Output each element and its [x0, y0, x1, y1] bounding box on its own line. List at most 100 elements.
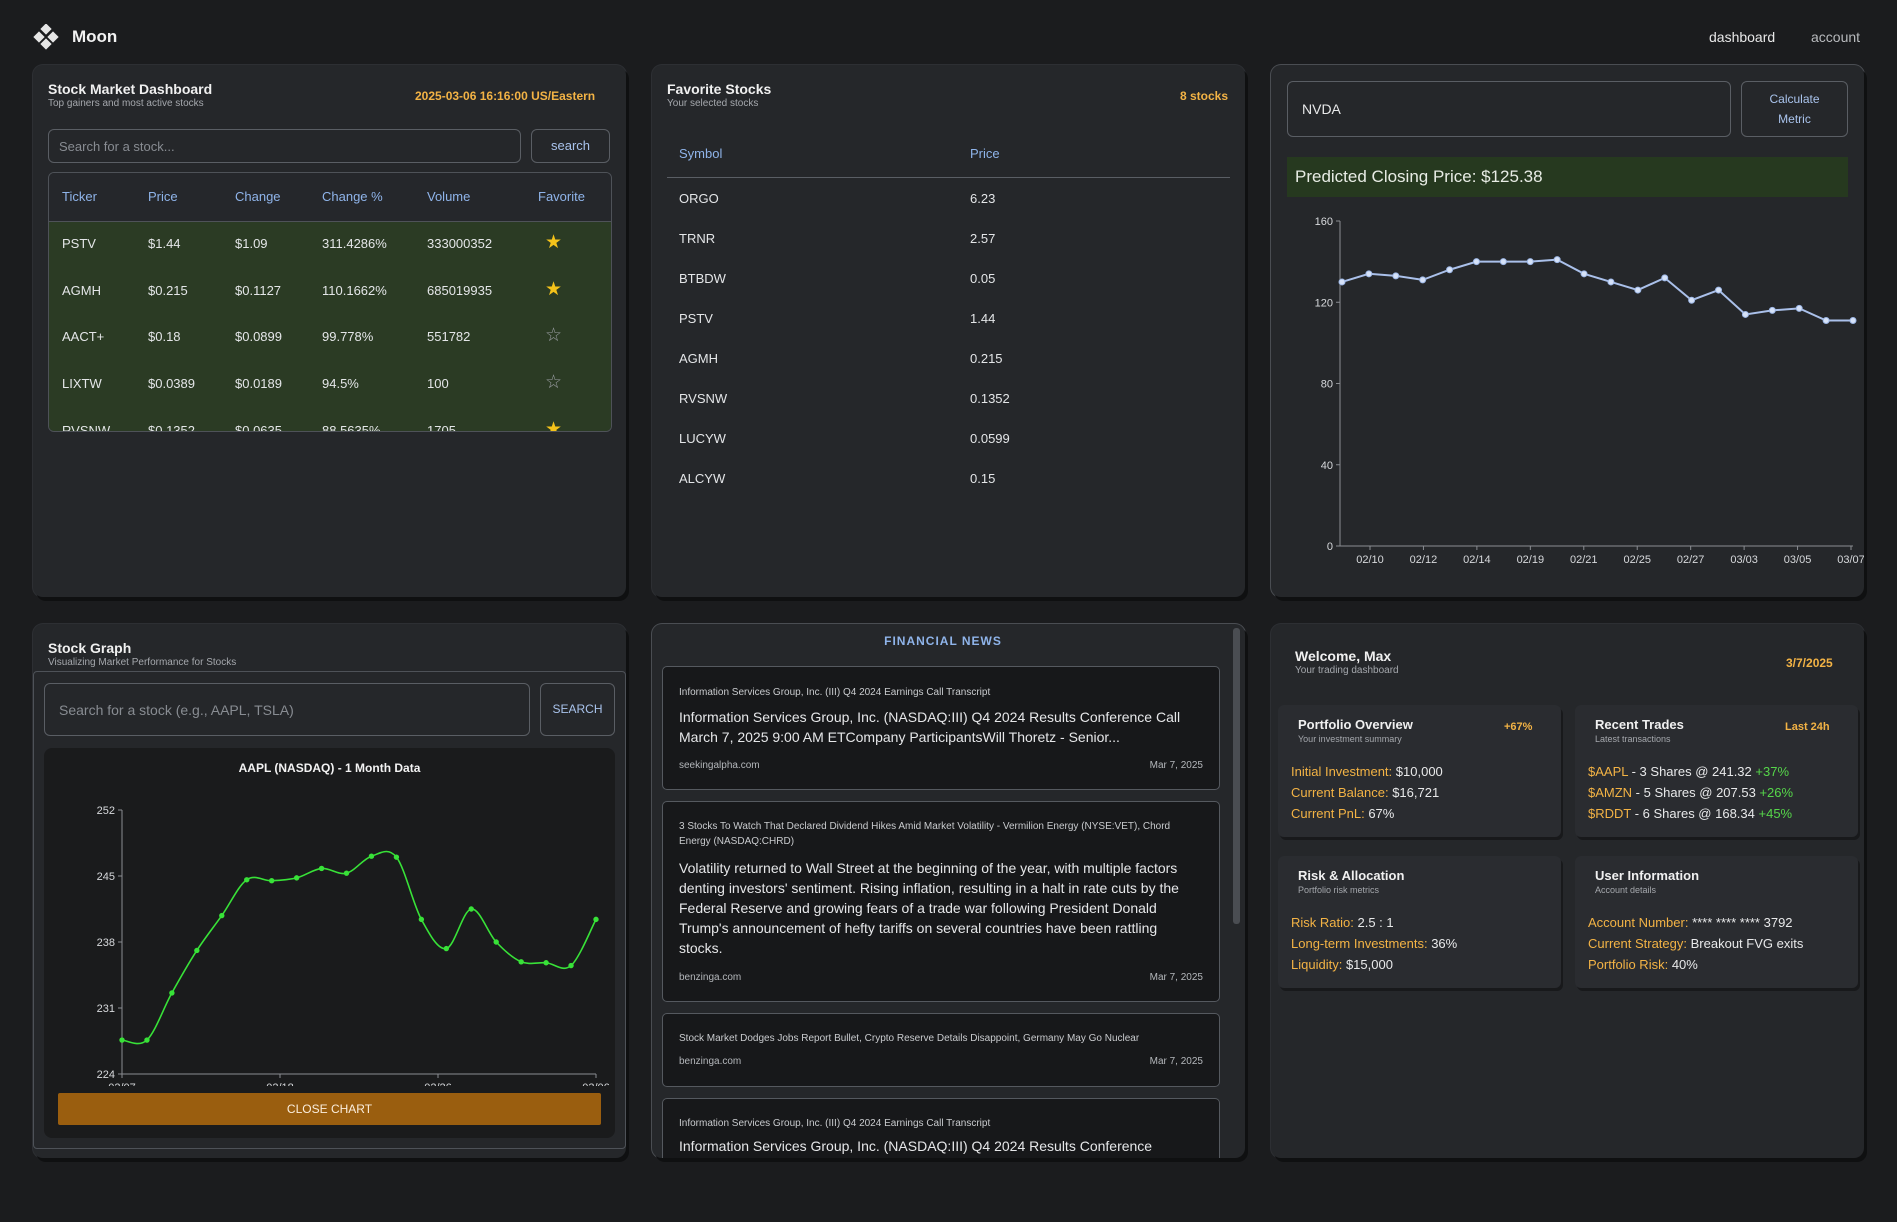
news-scrollbar[interactable] [1233, 628, 1240, 924]
favorite-star-filled-icon[interactable]: ★ [545, 279, 563, 300]
table-row[interactable]: LIXTW $0.0389 $0.0189 94.5% 100 ☆ [49, 362, 611, 408]
nav-link-account[interactable]: account [1811, 29, 1861, 45]
x-tick-label: 02/25 [1623, 554, 1651, 566]
portfolio-line: Initial Investment: $10,000 [1291, 764, 1443, 779]
column-header-favorite[interactable]: Favorite [538, 189, 585, 204]
data-point [144, 1037, 150, 1043]
data-point [268, 878, 275, 884]
line-label: Risk Ratio: [1291, 915, 1354, 930]
data-point [543, 960, 549, 966]
change-cell: $1.09 [235, 236, 268, 251]
table-row[interactable]: AGMH $0.215 $0.1127 110.1662% 685019935 … [49, 269, 611, 315]
header-divider [667, 177, 1230, 178]
x-tick-label: 03/05 [1784, 554, 1812, 566]
favorite-price: 0.0599 [970, 431, 1010, 446]
news-feed[interactable]: FINANCIAL NEWS Information Services Grou… [652, 624, 1245, 1158]
close-chart-button[interactable]: CLOSE CHART [58, 1093, 601, 1125]
data-point [194, 947, 200, 954]
trade-line: $RDDT - 6 Shares @ 168.34 +45% [1588, 806, 1792, 821]
favorite-symbol[interactable]: ORGO [679, 191, 719, 206]
favorite-symbol[interactable]: LUCYW [679, 431, 726, 446]
favorite-symbol[interactable]: RVSNW [679, 391, 728, 406]
brand-name[interactable]: Moon [72, 27, 118, 46]
line-value: 67% [1368, 806, 1395, 821]
news-headline[interactable]: Information Services Group, Inc. (III) Q… [679, 687, 991, 698]
aapl-line-chart: 224 231 238 245 252 02/07 02/18 02/26 03/06 [97, 805, 610, 1086]
data-point [1553, 256, 1561, 264]
column-header-price[interactable]: Price [970, 146, 1000, 161]
column-header-price[interactable]: Price [148, 189, 178, 204]
ticker-cell: PSTV [62, 236, 96, 251]
predicted-price-line-chart: 0 40 80 120 160 02/10 02/12 02/14 02/19 02/21 02/2… [1315, 216, 1864, 566]
line-value: 40% [1671, 957, 1698, 972]
favorite-star-outline-icon[interactable]: ☆ [545, 325, 563, 346]
trade-line: $AMZN - 5 Shares @ 207.53 +26% [1588, 785, 1793, 800]
favorite-symbol[interactable]: BTBDW [679, 271, 726, 286]
favorite-star-outline-icon[interactable]: ☆ [545, 372, 563, 393]
news-item[interactable]: Information Services Group, Inc. (III) Q… [662, 1098, 1220, 1158]
column-header-ticker[interactable]: Ticker [62, 189, 97, 204]
moon-logo-icon[interactable] [33, 24, 59, 50]
y-tick-label: 238 [97, 937, 115, 949]
line-label: Long-term Investments: [1291, 936, 1428, 951]
change-cell: $0.1127 [235, 283, 282, 298]
column-header-volume[interactable]: Volume [427, 189, 471, 204]
news-item[interactable]: Information Services Group, Inc. (III) Q… [662, 666, 1220, 790]
favorite-price: 0.215 [970, 351, 1003, 366]
news-headline[interactable]: 3 Stocks To Watch That Declared Dividend… [679, 821, 1171, 847]
favorites-count: 8 stocks [1180, 89, 1229, 103]
risk-allocation-card: Risk & Allocation Portfolio risk metrics… [1278, 856, 1561, 988]
table-row[interactable]: RVSNW $0.1352 $0.0635 88.5635% 1705 ★ [49, 409, 611, 432]
news-date: Mar 7, 2025 [1149, 760, 1203, 771]
series-line [1341, 258, 1853, 322]
risk-subtitle: Portfolio risk metrics [1298, 885, 1380, 895]
data-point [593, 916, 599, 923]
favorite-symbol[interactable]: PSTV [679, 311, 713, 326]
data-point [1768, 306, 1776, 314]
favorite-star-filled-icon[interactable]: ★ [545, 232, 563, 253]
stock-search-input[interactable] [48, 129, 521, 163]
line-value: **** **** **** 3792 [1692, 915, 1793, 930]
stock-graph-search-button[interactable]: SEARCH [540, 683, 615, 736]
news-headline[interactable]: Stock Market Dodges Jobs Report Bullet, … [679, 1033, 1140, 1044]
prediction-ticker-input[interactable] [1287, 81, 1731, 137]
news-source: seekingalpha.com [679, 760, 760, 771]
column-header-change[interactable]: Change [235, 189, 281, 204]
favorite-stocks-card [652, 65, 1245, 597]
change-pct-cell: 88.5635% [322, 423, 381, 431]
dashboard-title: Stock Market Dashboard [48, 81, 213, 97]
price-cell: $0.215 [148, 283, 188, 298]
data-point [1472, 258, 1480, 266]
favorite-star-filled-icon[interactable]: ★ [545, 419, 563, 432]
news-item[interactable]: 3 Stocks To Watch That Declared Dividend… [662, 801, 1220, 1002]
x-tick-label: 03/07 [1837, 554, 1864, 566]
dashboard-subtitle: Top gainers and most active stocks [48, 98, 204, 109]
favorite-symbol[interactable]: ALCYW [679, 471, 726, 486]
data-point [343, 870, 350, 876]
data-point [1392, 272, 1400, 280]
predicted-closing-price-banner: Predicted Closing Price: $125.38 [1287, 157, 1848, 197]
y-tick-label: 252 [97, 805, 115, 817]
stock-graph-search-input[interactable] [44, 683, 530, 736]
column-header-symbol[interactable]: Symbol [679, 146, 723, 161]
line-label: Current PnL: [1291, 806, 1365, 821]
x-tick-label: 03/03 [1730, 554, 1758, 566]
market-datetime: 2025-03-06 16:16:00 US/Eastern [415, 89, 596, 103]
favorite-symbol[interactable]: AGMH [679, 351, 718, 366]
trade-detail: - 3 Shares @ 241.32 [1628, 764, 1756, 779]
data-point [443, 945, 450, 952]
table-row[interactable]: AACT+ $0.18 $0.0899 99.778% 551782 ☆ [49, 315, 611, 361]
nav-link-dashboard[interactable]: dashboard [1709, 29, 1776, 45]
table-row[interactable]: PSTV $1.44 $1.09 311.4286% 333000352 ★ [49, 222, 611, 268]
trade-symbol: $AMZN [1588, 785, 1633, 800]
favorite-symbol[interactable]: TRNR [679, 231, 716, 246]
news-headline[interactable]: Information Services Group, Inc. (III) Q… [679, 1118, 991, 1129]
user-information-card: User Information Account details Account… [1575, 856, 1858, 988]
news-item[interactable]: Stock Market Dodges Jobs Report Bullet, … [662, 1013, 1220, 1087]
x-tick-label: 02/07 [108, 1082, 136, 1086]
user-info-title: User Information [1595, 868, 1700, 883]
calculate-metric-button[interactable]: Calculate Metric [1741, 81, 1848, 137]
data-point [1661, 274, 1669, 282]
column-header-change-pct[interactable]: Change % [322, 189, 383, 204]
stock-search-button[interactable]: search [531, 129, 610, 163]
